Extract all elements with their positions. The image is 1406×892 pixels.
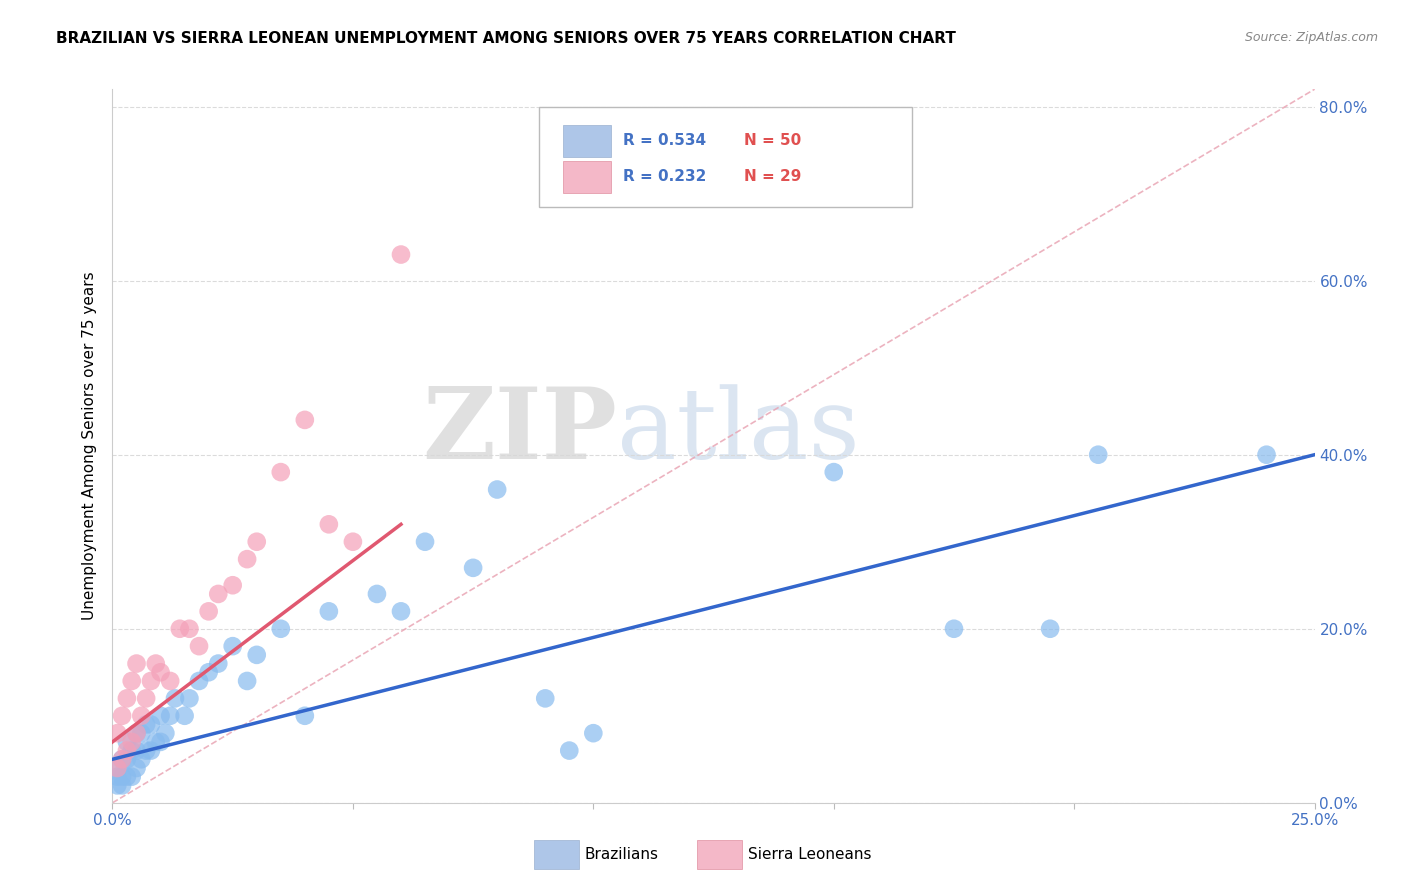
Point: [135, 717, 157, 731]
Point: [222, 578, 245, 592]
Point: [149, 708, 172, 723]
Point: [121, 770, 143, 784]
Point: [1039, 622, 1062, 636]
Point: [558, 743, 581, 757]
Point: [236, 673, 259, 688]
Point: [131, 752, 153, 766]
Point: [207, 587, 229, 601]
Point: [413, 534, 436, 549]
Point: [163, 691, 186, 706]
Point: [294, 413, 316, 427]
Point: [115, 770, 138, 784]
Point: [1087, 448, 1109, 462]
Point: [1256, 448, 1278, 462]
Point: [823, 465, 845, 479]
Point: [125, 761, 148, 775]
Point: [139, 717, 162, 731]
Text: ZIP: ZIP: [422, 384, 617, 480]
Point: [111, 778, 134, 792]
Point: [366, 587, 388, 601]
Point: [486, 483, 509, 497]
Point: [121, 743, 143, 757]
Point: [188, 673, 211, 688]
Point: [149, 665, 172, 680]
Text: R = 0.534: R = 0.534: [623, 133, 706, 148]
Point: [105, 761, 128, 775]
Point: [318, 517, 340, 532]
Point: [125, 726, 148, 740]
Point: [105, 761, 128, 775]
Point: [125, 743, 148, 757]
Point: [115, 752, 138, 766]
Text: Brazilians: Brazilians: [585, 847, 659, 862]
Point: [169, 622, 191, 636]
Point: [125, 657, 148, 671]
Point: [942, 622, 965, 636]
Point: [179, 622, 201, 636]
Text: R = 0.232: R = 0.232: [623, 169, 707, 184]
Point: [582, 726, 605, 740]
Point: [236, 552, 259, 566]
Point: [197, 665, 219, 680]
Point: [246, 648, 269, 662]
Point: [115, 743, 138, 757]
Point: [135, 743, 157, 757]
Text: Source: ZipAtlas.com: Source: ZipAtlas.com: [1244, 31, 1378, 45]
Point: [131, 708, 153, 723]
Text: atlas: atlas: [617, 384, 860, 480]
Point: [246, 534, 269, 549]
Point: [389, 604, 412, 618]
Point: [121, 735, 143, 749]
Point: [145, 735, 167, 749]
FancyBboxPatch shape: [540, 107, 912, 207]
Y-axis label: Unemployment Among Seniors over 75 years: Unemployment Among Seniors over 75 years: [82, 272, 97, 620]
Bar: [564, 161, 612, 193]
Point: [294, 708, 316, 723]
Text: BRAZILIAN VS SIERRA LEONEAN UNEMPLOYMENT AMONG SENIORS OVER 75 YEARS CORRELATION: BRAZILIAN VS SIERRA LEONEAN UNEMPLOYMENT…: [56, 31, 956, 46]
Point: [111, 708, 134, 723]
Point: [159, 708, 181, 723]
Point: [159, 673, 181, 688]
Point: [135, 691, 157, 706]
Bar: [564, 125, 612, 157]
Point: [389, 247, 412, 261]
Point: [149, 735, 172, 749]
Point: [145, 657, 167, 671]
Text: Sierra Leoneans: Sierra Leoneans: [748, 847, 872, 862]
Point: [111, 752, 134, 766]
Point: [270, 622, 292, 636]
Point: [461, 561, 484, 575]
Point: [534, 691, 557, 706]
Point: [188, 639, 211, 653]
Point: [111, 752, 134, 766]
Point: [139, 673, 162, 688]
Point: [222, 639, 245, 653]
Point: [155, 726, 177, 740]
Text: N = 50: N = 50: [744, 133, 801, 148]
Point: [115, 691, 138, 706]
Point: [179, 691, 201, 706]
Point: [139, 743, 162, 757]
Text: N = 29: N = 29: [744, 169, 801, 184]
Point: [105, 778, 128, 792]
Point: [342, 534, 364, 549]
Point: [111, 770, 134, 784]
Point: [318, 604, 340, 618]
Point: [115, 735, 138, 749]
Point: [270, 465, 292, 479]
Point: [173, 708, 195, 723]
Point: [105, 770, 128, 784]
Point: [131, 726, 153, 740]
Point: [207, 657, 229, 671]
Point: [121, 673, 143, 688]
Point: [197, 604, 219, 618]
Point: [105, 726, 128, 740]
Point: [125, 726, 148, 740]
